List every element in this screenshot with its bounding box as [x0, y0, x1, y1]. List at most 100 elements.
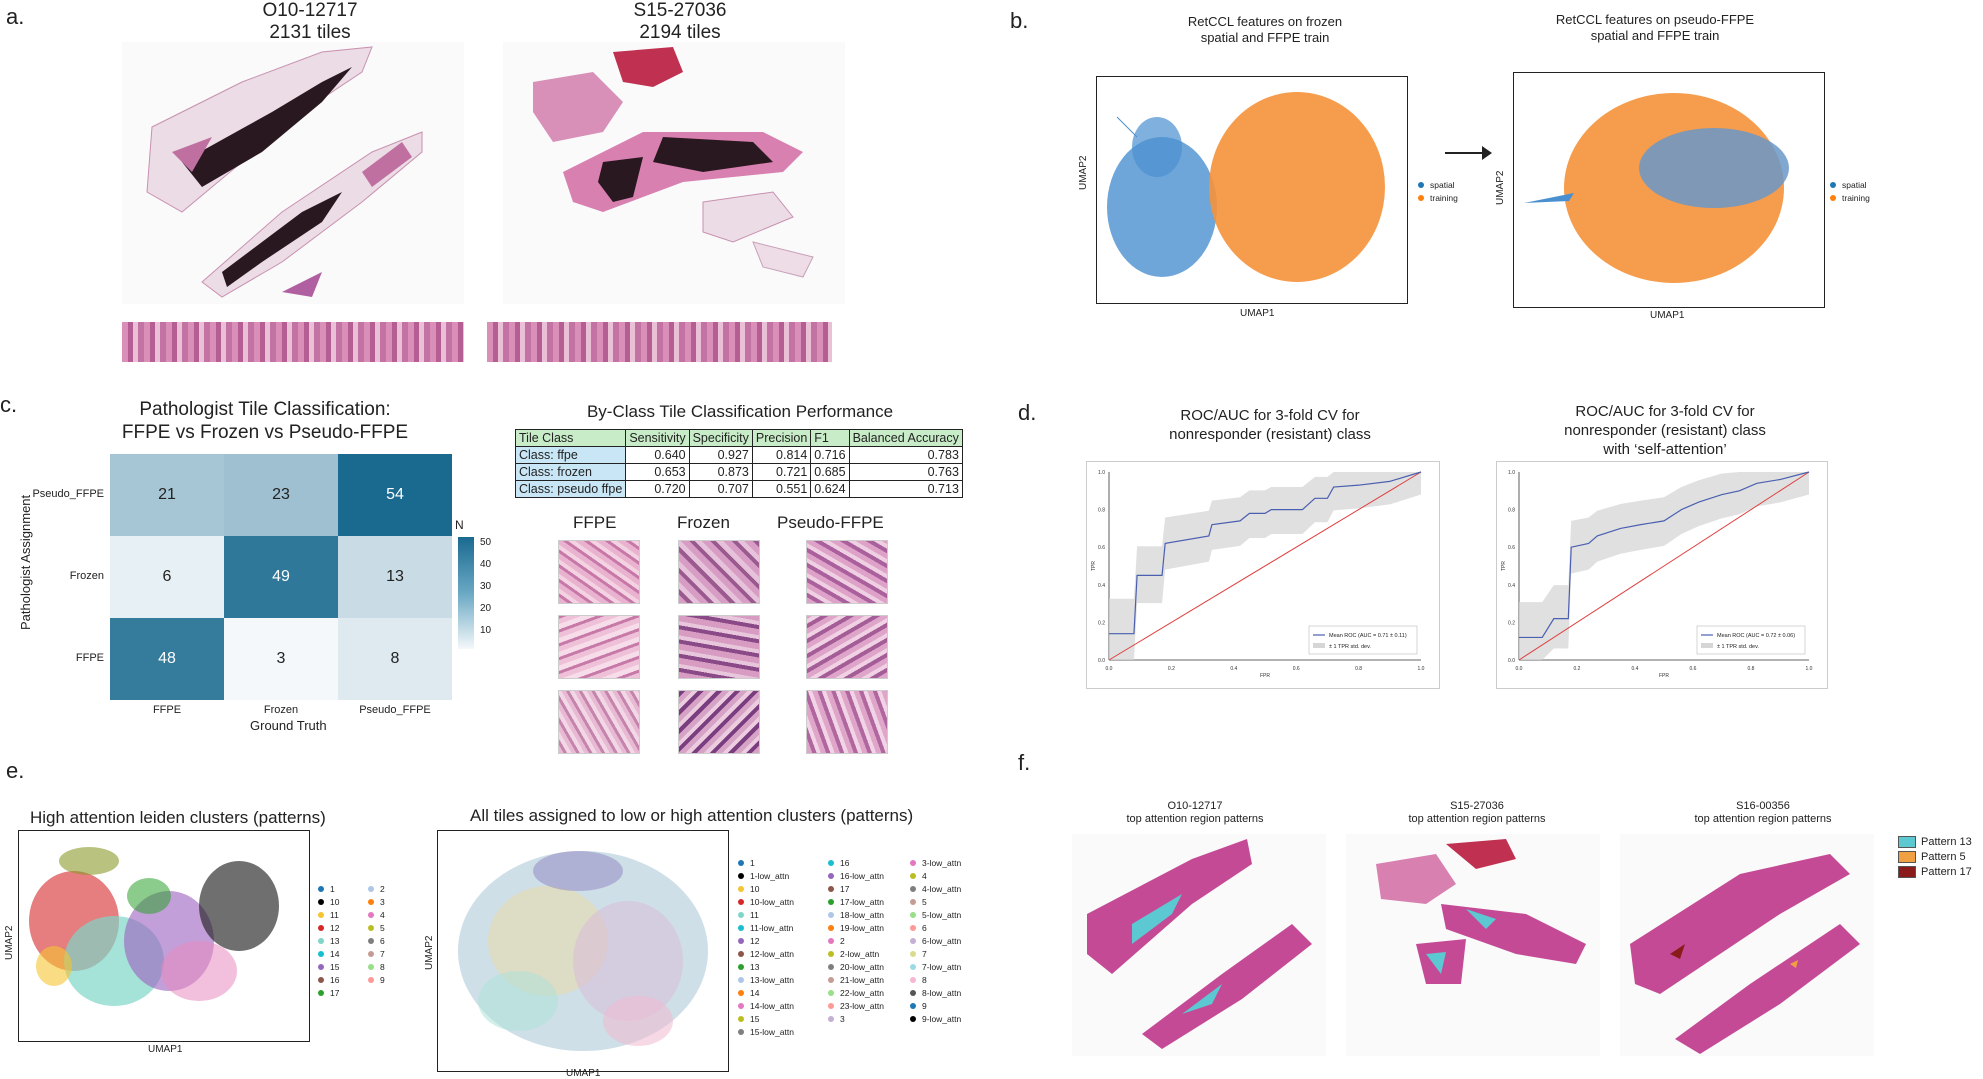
legend-entry: 10 [318, 895, 339, 908]
legend-label: 9 [922, 1000, 927, 1011]
roc-ytick: 0.0 [1508, 658, 1515, 664]
legend-label: 14 [750, 987, 760, 998]
leiden-right-plot [437, 830, 729, 1072]
legend-label: 1 [750, 857, 755, 868]
tile-frozen-2 [678, 615, 760, 679]
pattern-legend-entry: Pattern 13 [1898, 834, 1972, 849]
legend-entry: 12-low_attn [738, 947, 794, 960]
roc-xtick: 0.2 [1574, 666, 1581, 672]
tile-ffpe-3 [558, 690, 640, 754]
legend-dot [368, 885, 374, 892]
umap-frozen-plot [1096, 76, 1408, 304]
colorbar-tick: 20 [480, 603, 492, 614]
legend-entry: 1-low_attn [738, 869, 794, 882]
slide2-title: S15-27036 2194 tiles [510, 0, 850, 44]
pattern-slide3-id: S16-00356 [1736, 800, 1790, 812]
pattern-slide1-id: O10-12717 [1167, 800, 1223, 812]
legend-label: 14 [330, 948, 340, 959]
pattern-legend: Pattern 13 Pattern 5 Pattern 17 [1898, 834, 1972, 879]
confusion-xlabel: Ground Truth [250, 718, 327, 733]
roc-left-title: ROC/AUC for 3-fold CV for nonresponder (… [1120, 406, 1420, 444]
legend-label: 8 [380, 961, 385, 972]
legend-entry: 10 [738, 882, 794, 895]
tile-pseudo-1 [806, 540, 888, 604]
roc-legend-std: ± 1 TPR std. dev. [1717, 644, 1759, 650]
tile-grid [558, 540, 888, 755]
legend-dot [910, 937, 916, 944]
legend-label: 10 [750, 883, 760, 894]
cm-cell: 54 [338, 454, 452, 536]
leiden-right-xlabel: UMAP1 [566, 1068, 601, 1079]
legend-entry: 3-low_attn [910, 856, 961, 869]
legend-dot [368, 898, 374, 905]
legend-entry: 2 [368, 882, 385, 895]
legend-label: 23-low_attn [840, 1000, 884, 1011]
legend-label: 8 [922, 974, 927, 985]
cm-cell: 49 [224, 536, 338, 618]
legend-entry: 11-low_attn [738, 921, 794, 934]
legend-entry: 3 [828, 1012, 884, 1025]
legend-dot [318, 963, 324, 970]
colorbar-tick: 10 [480, 625, 492, 636]
legend-entry: 14 [318, 947, 339, 960]
perf-header-cell: Sensitivity [625, 429, 690, 447]
leiden-right-legend-col2: 16 16-low_attn 17 17-low_attn 18-low_attn 19-… [828, 856, 884, 1025]
legend-label: 12 [750, 935, 760, 946]
leiden-left-plot [18, 830, 310, 1042]
legend-label: 3-low_attn [922, 857, 962, 868]
legend-dot [910, 924, 916, 931]
legend-dot [910, 872, 916, 879]
legend-dot [910, 976, 916, 983]
tile-frozen-3 [678, 690, 760, 754]
pattern-slide2-image [1346, 834, 1600, 1056]
confusion-title-line2: FFPE vs Frozen vs Pseudo-FFPE [121, 422, 409, 443]
roc-ytick: 0.4 [1508, 583, 1515, 589]
legend-label: 6 [922, 922, 927, 933]
umap-pseudo-points [1524, 93, 1789, 283]
confusion-title-line1: Pathologist Tile Classification: [139, 399, 391, 420]
roc-std-band [1519, 472, 1809, 660]
legend-dot [828, 963, 834, 970]
roc-left-title-line1: ROC/AUC for 3-fold CV for [1180, 407, 1360, 424]
legend-entry: 12 [738, 934, 794, 947]
roc-legend-std: ± 1 TPR std. dev. [1329, 644, 1371, 650]
legend-dot [828, 898, 834, 905]
legend-label: 13 [750, 961, 760, 972]
perf-header-row: Tile Class Sensitivity Specificity Precisio… [514, 429, 963, 447]
roc-xlabel: FPR [1260, 673, 1270, 679]
legend-dot [738, 911, 744, 918]
legend-dot [738, 937, 744, 944]
legend-label: 1 [330, 883, 335, 894]
legend-dot [738, 989, 744, 996]
legend-dot [368, 963, 374, 970]
legend-entry: 11 [318, 908, 339, 921]
perf-row: Class: ffpe 0.640 0.927 0.814 0.716 0.783 [514, 446, 963, 464]
legend-dot [318, 976, 324, 983]
legend-label: 16-low_attn [840, 870, 884, 881]
legend-label: 7-low_attn [922, 961, 962, 972]
tile-col-frozen: Frozen [677, 513, 730, 532]
legend-label: 11 [330, 909, 339, 920]
legend-entry: 4 [368, 908, 385, 921]
legend-entry: 7 [910, 947, 961, 960]
legend-label: 5 [922, 896, 927, 907]
training-dot [1418, 194, 1424, 201]
roc-ytick: 0.8 [1098, 508, 1105, 514]
training-dot [1830, 194, 1836, 201]
legend-dot [738, 1015, 744, 1022]
cm-cell: 48 [110, 618, 224, 700]
legend-label: 16 [330, 974, 340, 985]
legend-entry: 18-low_attn [828, 908, 884, 921]
perf-cell: 0.685 [810, 463, 850, 481]
leiden-right-legend-col3: 3-low_attn 4 4-low_attn 5 5-low_attn 6 6-low_a… [910, 856, 961, 1025]
cm-ytick: Pseudo_FFPE [32, 488, 104, 500]
legend-training: training [1430, 192, 1458, 203]
cm-xtick: Frozen [263, 704, 299, 716]
legend-label: 15 [330, 961, 340, 972]
perf-cell: 0.927 [688, 446, 753, 464]
perf-cell: 0.653 [625, 463, 690, 481]
perf-cell: 0.707 [688, 480, 753, 498]
roc-left-svg: 0.0 0.2 0.4 0.6 0.8 1.0 0.0 0.2 0.4 0.6 0.8 1.0 FPR T… [1091, 470, 1425, 679]
perf-header-cell: Precision [751, 429, 812, 447]
leiden-left-legend-col1: 1 10 11 12 13 14 15 16 17 [318, 882, 339, 999]
